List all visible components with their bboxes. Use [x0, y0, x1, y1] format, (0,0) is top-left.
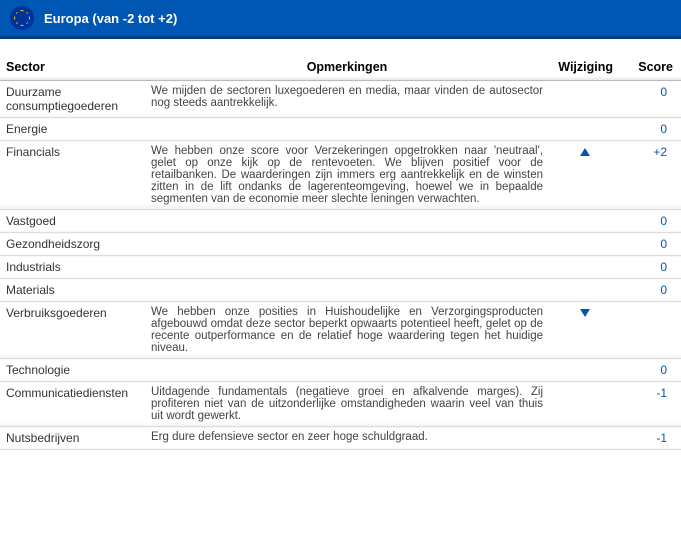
- score-cell: -1: [621, 427, 681, 450]
- remarks-cell: We hebben onze score voor Verzekeringen …: [145, 141, 551, 210]
- sector-cell: Technologie: [0, 359, 145, 382]
- sector-cell: Communicatiediensten: [0, 382, 145, 427]
- score-cell: +2: [621, 141, 681, 210]
- score-value: -1: [656, 431, 667, 445]
- change-cell: [551, 302, 621, 359]
- arrow-up-icon: [580, 148, 590, 156]
- change-cell: [551, 256, 621, 279]
- arrow-down-icon: [580, 309, 590, 317]
- remarks-cell: [145, 256, 551, 279]
- remarks-cell: [145, 210, 551, 233]
- sector-cell: Nutsbedrijven: [0, 427, 145, 450]
- change-cell: [551, 141, 621, 210]
- score-cell: 0: [621, 359, 681, 382]
- eu-flag-icon: [10, 6, 34, 30]
- change-cell: [551, 427, 621, 450]
- remarks-cell: [145, 233, 551, 256]
- score-cell: 0: [621, 81, 681, 118]
- remarks-cell: Erg dure defensieve sector en zeer hoge …: [145, 427, 551, 450]
- change-cell: [551, 118, 621, 141]
- change-cell: [551, 233, 621, 256]
- score-cell: 0: [621, 233, 681, 256]
- table-row: Vastgoed 0: [0, 210, 681, 233]
- table-row: NutsbedrijvenErg dure defensieve sector …: [0, 427, 681, 450]
- remarks-cell: [145, 279, 551, 302]
- sector-table: Sector Opmerkingen Wijziging Score Duurz…: [0, 54, 681, 450]
- table-header-row: Sector Opmerkingen Wijziging Score: [0, 54, 681, 81]
- sector-cell: Gezondheidszorg: [0, 233, 145, 256]
- change-cell: [551, 81, 621, 118]
- table-row: FinancialsWe hebben onze score voor Verz…: [0, 141, 681, 210]
- score-value: 0: [660, 260, 667, 274]
- table-row: Energie 0: [0, 118, 681, 141]
- col-change: Wijziging: [551, 54, 621, 81]
- header-title: Europa (van -2 tot +2): [44, 11, 177, 26]
- score-value: 0: [660, 85, 667, 99]
- score-cell: [621, 302, 681, 359]
- col-score: Score: [621, 54, 681, 81]
- table-row: Duurzame consumptiegoederenWe mijden de …: [0, 81, 681, 118]
- table-row: CommunicatiedienstenUitdagende fundament…: [0, 382, 681, 427]
- score-cell: 0: [621, 279, 681, 302]
- table-row: Gezondheidszorg 0: [0, 233, 681, 256]
- remarks-cell: [145, 118, 551, 141]
- change-cell: [551, 210, 621, 233]
- score-value: 0: [660, 283, 667, 297]
- sector-cell: Materials: [0, 279, 145, 302]
- table-row: Technologie 0: [0, 359, 681, 382]
- table-row: VerbruiksgoederenWe hebben onze posities…: [0, 302, 681, 359]
- sector-cell: Energie: [0, 118, 145, 141]
- remarks-cell: We hebben onze posities in Huishoudelijk…: [145, 302, 551, 359]
- sector-cell: Vastgoed: [0, 210, 145, 233]
- remarks-cell: We mijden de sectoren luxegoederen en me…: [145, 81, 551, 118]
- score-value: 0: [660, 214, 667, 228]
- sector-cell: Financials: [0, 141, 145, 210]
- score-cell: 0: [621, 210, 681, 233]
- change-cell: [551, 279, 621, 302]
- sector-cell: Duurzame consumptiegoederen: [0, 81, 145, 118]
- change-cell: [551, 382, 621, 427]
- sector-cell: Verbruiksgoederen: [0, 302, 145, 359]
- score-cell: 0: [621, 118, 681, 141]
- sector-cell: Industrials: [0, 256, 145, 279]
- remarks-cell: [145, 359, 551, 382]
- col-remarks: Opmerkingen: [145, 54, 551, 81]
- score-value: -1: [656, 386, 667, 400]
- score-value: 0: [660, 363, 667, 377]
- score-value: +2: [653, 145, 667, 159]
- score-cell: -1: [621, 382, 681, 427]
- col-sector: Sector: [0, 54, 145, 81]
- score-value: 0: [660, 122, 667, 136]
- table-row: Industrials 0: [0, 256, 681, 279]
- table-row: Materials 0: [0, 279, 681, 302]
- change-cell: [551, 359, 621, 382]
- score-cell: 0: [621, 256, 681, 279]
- score-value: 0: [660, 237, 667, 251]
- header-bar: Europa (van -2 tot +2): [0, 0, 681, 39]
- remarks-cell: Uitdagende fundamentals (negatieve groei…: [145, 382, 551, 427]
